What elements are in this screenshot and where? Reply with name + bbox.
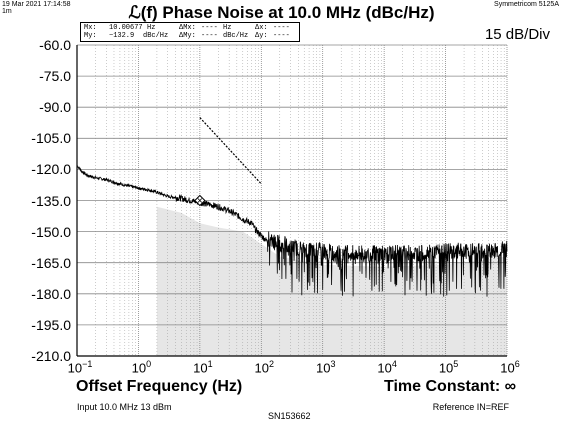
slope-reference-line: [199, 117, 262, 185]
timestamp: 19 Mar 2021 17:14:58: [2, 1, 71, 8]
x-tick-label: 10−1: [67, 359, 93, 376]
my-label: My:: [84, 32, 97, 40]
y-tick-label: -105.0: [31, 130, 71, 147]
serial-number: SN153662: [268, 411, 311, 421]
delta-y-value: ----: [273, 32, 290, 40]
instrument-name: Symmetricom 5125A: [494, 1, 559, 8]
x-axis-title: Offset Frequency (Hz): [76, 378, 243, 395]
delta-x-label: Δx:: [255, 24, 268, 32]
delta-y-label: Δy:: [255, 32, 268, 40]
time-constant: Time Constant: ∞: [383, 378, 516, 395]
delta-mx-value: ----: [201, 24, 218, 32]
marker-cross: [197, 198, 203, 203]
y-tick-label: -90.0: [39, 99, 71, 116]
x-tick-label: 103: [315, 359, 336, 376]
phase-noise-trace: [76, 164, 508, 297]
y-tick-label: -120.0: [31, 161, 71, 178]
my-value: −132.9: [109, 32, 135, 40]
x-tick-label: 101: [193, 359, 213, 376]
y-tick-label: -195.0: [31, 316, 71, 333]
mx-unit: Hz: [147, 24, 156, 32]
reference-info: Reference IN=REF: [432, 402, 509, 412]
x-tick-label: 105: [438, 359, 459, 376]
y-tick-label: -60.0: [39, 37, 71, 53]
marker-cross: [197, 198, 203, 203]
mx-value: 10.00677: [109, 24, 143, 32]
marker-diamond: [194, 194, 206, 207]
y-tick-label: -75.0: [39, 68, 71, 85]
scale-label: 15 dB/Div: [484, 26, 550, 43]
x-tick-label: 102: [254, 359, 275, 376]
marker-readout-box: Mx: 10.00677 Hz My: −132.9 dBc/Hz ΔMx: -…: [80, 22, 300, 42]
y-tick-label: -165.0: [31, 254, 71, 271]
delta-my-unit: dBc/Hz: [223, 32, 249, 40]
my-unit: dBc/Hz: [143, 32, 169, 40]
noise-floor-area: [156, 206, 507, 356]
delta-my-value: ----: [201, 32, 218, 40]
y-tick-label: -150.0: [31, 223, 71, 240]
x-tick-label: 104: [377, 359, 397, 376]
y-tick-label: -135.0: [31, 192, 71, 209]
delta-mx-label: ΔMx:: [179, 24, 196, 32]
delta-my-label: ΔMy:: [179, 32, 196, 40]
y-tick-label: -180.0: [31, 285, 71, 302]
chart-title: ℒ(f) Phase Noise at 10.0 MHz (dBc/Hz): [128, 3, 435, 22]
delta-mx-unit: Hz: [223, 24, 232, 32]
x-tick-label: 106: [500, 359, 520, 376]
x-tick-label: 100: [131, 359, 152, 376]
timestamp-sub: 1m: [2, 8, 12, 15]
delta-x-value: ----: [273, 24, 290, 32]
y-tick-label: -210.0: [31, 348, 71, 364]
input-info: Input 10.0 MHz 13 dBm: [77, 402, 172, 412]
mx-label: Mx:: [84, 24, 97, 32]
